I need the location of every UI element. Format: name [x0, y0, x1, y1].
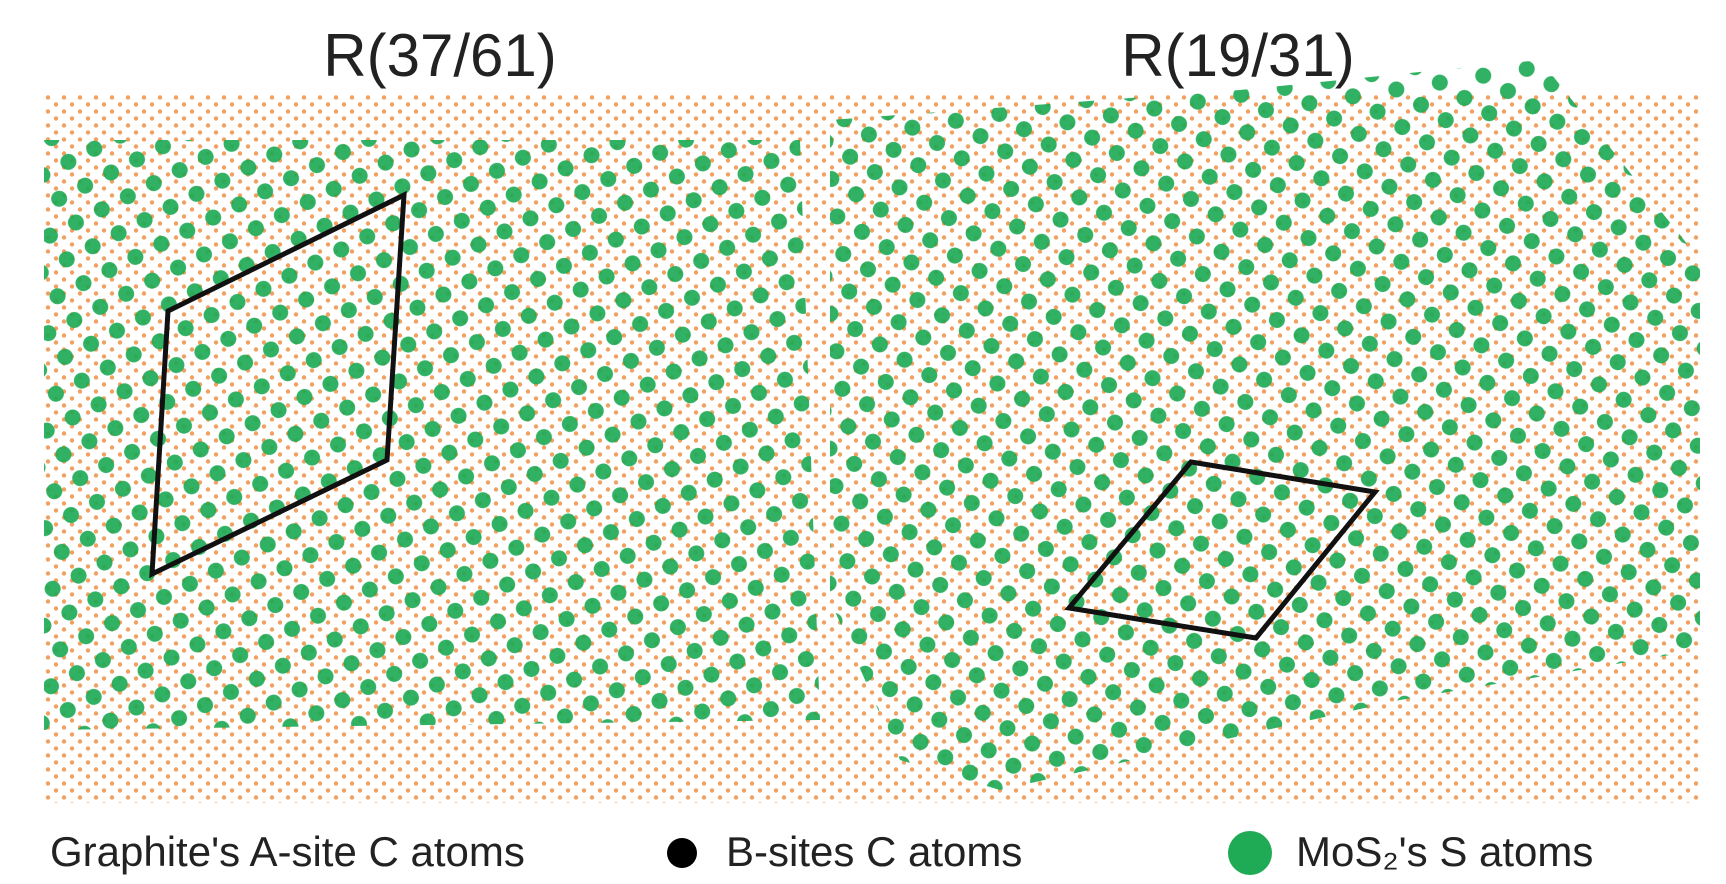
diagram: R(37/61) R(19/31) Graphite's A-site C at… — [0, 0, 1726, 879]
panel-title: R(19/31) — [1121, 22, 1354, 89]
legend-label: B-sites C atoms — [726, 828, 1022, 875]
panel-title: R(37/61) — [323, 22, 556, 89]
legend-label: MoS₂'s S atoms — [1296, 828, 1593, 875]
legend-label: Graphite's A-site C atoms — [50, 828, 525, 875]
mos2-lattice-left — [44, 130, 844, 740]
legend-marker — [1228, 831, 1272, 875]
page: {"panels": [{"label": "R(37/61)"}, {"lab… — [0, 0, 1726, 879]
legend-marker — [667, 838, 697, 868]
